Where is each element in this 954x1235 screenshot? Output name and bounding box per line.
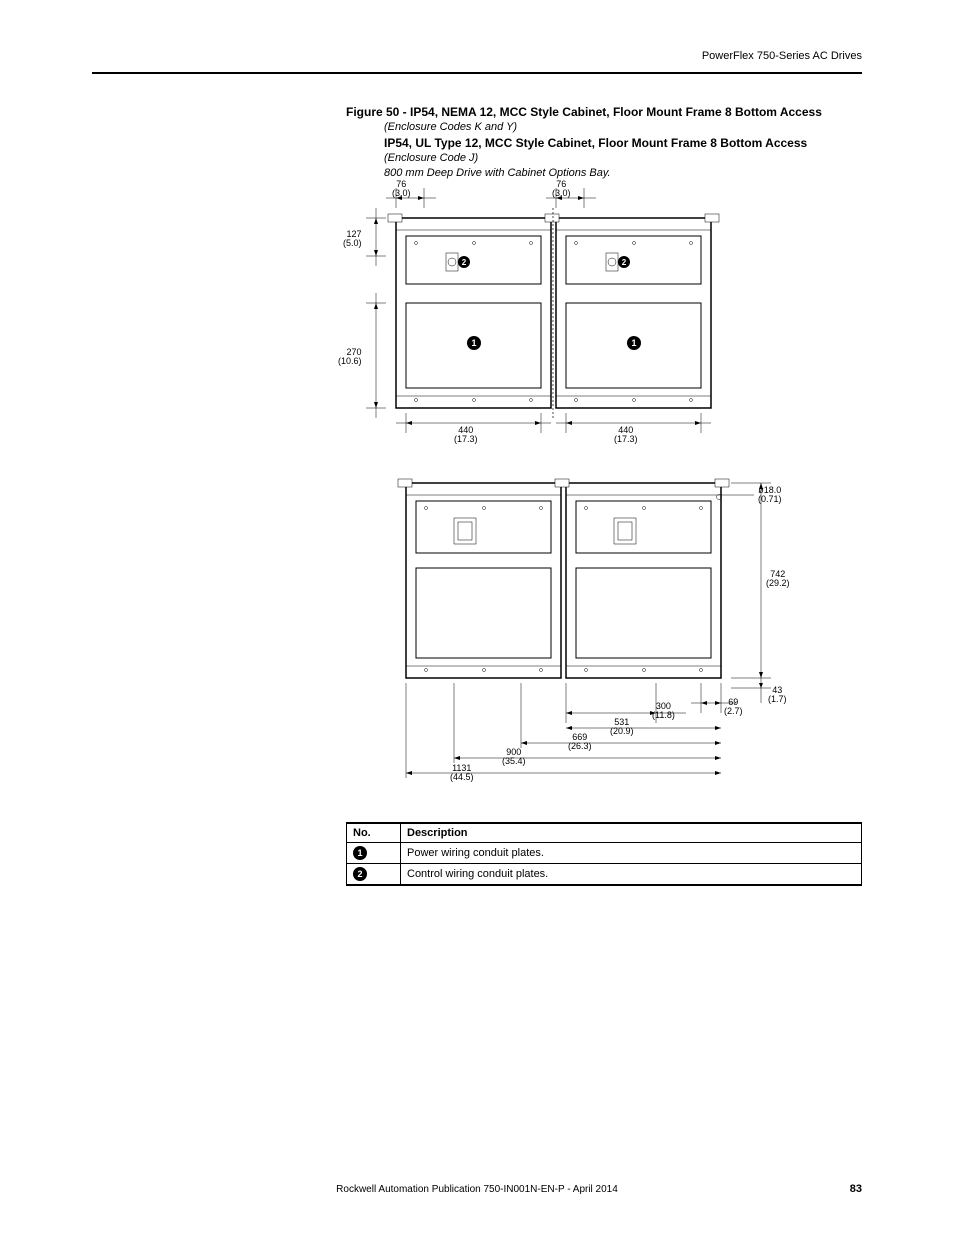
legend-desc-2: Control wiring conduit plates.: [401, 864, 862, 886]
dim-270: 270 (10.6): [338, 348, 362, 366]
circled-1-icon: 1: [353, 846, 367, 860]
legend-desc-1: Power wiring conduit plates.: [401, 843, 862, 864]
dim-76-right: 76 (3.0): [552, 180, 571, 198]
bottom-cabinet-diagram: [376, 463, 856, 823]
dim-1131: 1131 (44.5): [450, 764, 474, 782]
legend-table: No. Description 1 Power wiring conduit p…: [346, 822, 862, 886]
dim-900: 900 (35.4): [502, 748, 526, 766]
page-number: 83: [850, 1183, 862, 1195]
header-rule: [92, 72, 862, 74]
figure-caption-block: Figure 50 - IP54, NEMA 12, MCC Style Cab…: [346, 104, 862, 181]
svg-text:1: 1: [471, 338, 476, 348]
table-row: 2 Control wiring conduit plates.: [347, 864, 862, 886]
legend-no-2: 2: [347, 864, 401, 886]
figure-subcaption-3: 800 mm Deep Drive with Cabinet Options B…: [384, 166, 862, 181]
dim-300: 300 (11.8): [652, 702, 675, 720]
col-header-desc: Description: [401, 823, 862, 843]
dim-742: 742 (29.2): [766, 570, 790, 588]
table-row: 1 Power wiring conduit plates.: [347, 843, 862, 864]
legend-no-1: 1: [347, 843, 401, 864]
figure-subcaption-1: (Enclosure Codes K and Y): [384, 120, 862, 135]
dim-127: 127 (5.0): [343, 230, 362, 248]
svg-text:2: 2: [462, 258, 467, 267]
col-header-no: No.: [347, 823, 401, 843]
dim-440-right: 440 (17.3): [614, 426, 638, 444]
table-header-row: No. Description: [347, 823, 862, 843]
dim-531: 531 (20.9): [610, 718, 634, 736]
top-cabinet-diagram: 1 1 2 2: [346, 188, 766, 448]
dim-43: 43 (1.7): [768, 686, 787, 704]
circled-2-icon: 2: [353, 867, 367, 881]
dim-440-left: 440 (17.3): [454, 426, 478, 444]
svg-text:2: 2: [622, 258, 627, 267]
figure-subcaption-2: (Enclosure Code J): [384, 151, 862, 166]
dim-76-left: 76 (3.0): [392, 180, 411, 198]
header-doc-title: PowerFlex 750-Series AC Drives: [702, 50, 862, 62]
svg-text:1: 1: [631, 338, 636, 348]
dim-18: ø18.0 (0.71): [758, 486, 782, 504]
figure-title-2: IP54, UL Type 12, MCC Style Cabinet, Flo…: [384, 135, 862, 151]
dim-69: 69 (2.7): [724, 698, 743, 716]
footer-publication: Rockwell Automation Publication 750-IN00…: [0, 1184, 954, 1195]
dim-669: 669 (26.3): [568, 733, 592, 751]
figure-caption: Figure 50 - IP54, NEMA 12, MCC Style Cab…: [346, 104, 862, 120]
